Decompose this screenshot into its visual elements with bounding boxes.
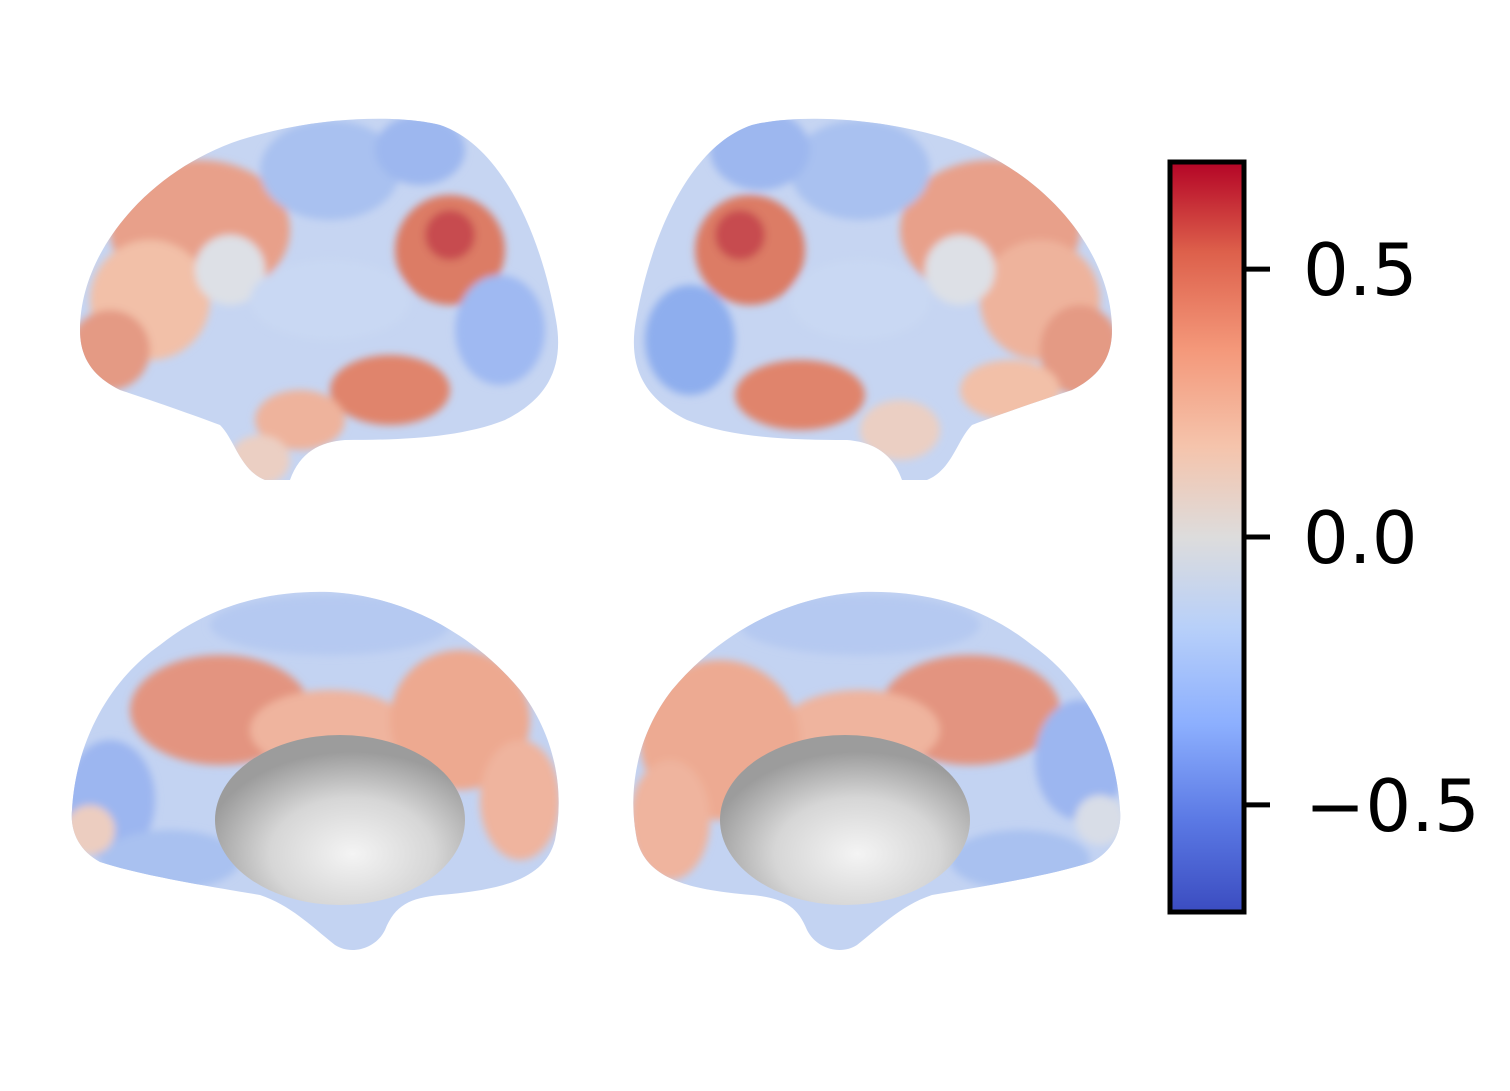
left-lateral-brain-view <box>80 118 559 480</box>
colorbar: 0.5 0.0 −0.5 <box>1167 159 1480 915</box>
colorbar-ticks: 0.5 0.0 −0.5 <box>1244 228 1480 848</box>
right-medial-brain-view <box>633 591 1121 950</box>
left-medial-brain-view <box>71 591 559 950</box>
right-lateral-brain-view <box>633 118 1112 480</box>
colorbar-gradient <box>1167 159 1247 915</box>
colorbar-tick-label: 0.5 <box>1303 228 1418 312</box>
colorbar-tick-label: 0.0 <box>1303 496 1418 580</box>
colorbar-tick-label: −0.5 <box>1305 764 1480 848</box>
